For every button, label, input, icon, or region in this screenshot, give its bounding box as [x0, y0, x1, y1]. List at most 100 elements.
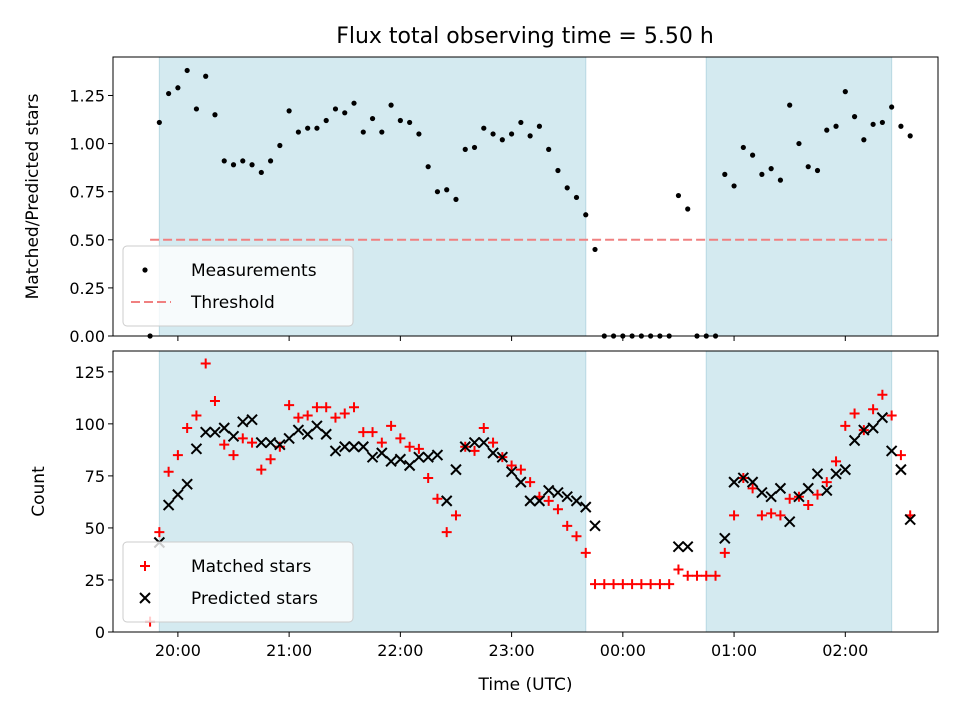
matched-point [172, 450, 183, 461]
matched-point [358, 427, 369, 438]
ratio-x-axis [177, 336, 846, 341]
matched-point [450, 510, 461, 521]
count-y-tick-label: 25 [85, 571, 105, 590]
ratio-point [777, 177, 784, 183]
count-legend-box [122, 541, 354, 623]
matched-point [895, 450, 906, 461]
x-tick-label: 20:00 [155, 641, 201, 660]
matched-point [886, 410, 897, 421]
predicted-point [672, 540, 685, 553]
ratio-point [369, 115, 376, 122]
ratio-point [768, 166, 774, 172]
matched-point [515, 464, 526, 475]
ratio-point [527, 133, 533, 139]
matched-point [636, 579, 647, 590]
predicted-point [172, 488, 184, 501]
ratio-point [861, 137, 867, 143]
predicted-point [496, 451, 509, 463]
matched-point [469, 445, 480, 456]
matched-point [710, 570, 721, 581]
ratio-point [583, 212, 589, 218]
predicted-point [561, 490, 573, 503]
matched-point [423, 472, 434, 483]
ratio-shaded-window-2 [705, 56, 893, 337]
predicted-point [858, 424, 870, 436]
matched-point [339, 408, 350, 419]
predicted-point [793, 490, 805, 503]
matched-point [877, 389, 888, 400]
predicted-point [199, 426, 212, 438]
predicted-point [311, 420, 323, 432]
ratio-point [759, 171, 765, 177]
predicted-point [292, 424, 305, 436]
ratio-legend-box [122, 245, 354, 327]
ratio-data-points [147, 67, 913, 339]
matched-point [664, 579, 675, 590]
matched-point [756, 510, 767, 521]
matched-point [571, 531, 582, 542]
predicted-point [552, 486, 564, 499]
matched-point [691, 570, 702, 581]
predicted-point [524, 495, 536, 507]
ratio-point [249, 162, 255, 168]
predicted-point [413, 451, 425, 463]
matched-point [163, 466, 174, 477]
matched-point [349, 402, 360, 413]
matched-point [256, 464, 267, 475]
matched-point [413, 443, 424, 454]
predicted-point [802, 482, 814, 495]
matched-point [395, 433, 406, 444]
predicted-point [848, 434, 861, 447]
matched-point [321, 402, 332, 413]
matched-point [580, 547, 591, 558]
matched-point [617, 579, 628, 590]
ratio-point [805, 164, 811, 170]
matched-point [525, 477, 536, 488]
matched-point [404, 441, 415, 452]
matched-point [701, 570, 712, 581]
matched-point [265, 454, 276, 465]
matched-point [784, 493, 795, 504]
count-y-tick-label: 75 [85, 467, 105, 486]
ratio-legend-label: Measurements [191, 261, 317, 281]
ratio-point [814, 167, 821, 174]
predicted-point [246, 413, 258, 426]
ratio-point [407, 119, 413, 126]
matched-point [191, 410, 202, 421]
predicted-point [431, 449, 444, 461]
matched-point [200, 358, 211, 369]
predicted-point [264, 436, 277, 449]
count-x-axis: 20:00 21:00 22:00 23:00 00:00 01:00 02:00 [155, 632, 868, 660]
ratio-point [889, 104, 895, 110]
matched-point [552, 504, 563, 515]
ratio-legend: Measurements Threshold [122, 245, 354, 327]
x-tick-label: 23:00 [489, 641, 535, 660]
ratio-point [750, 152, 756, 158]
ratio-point [277, 142, 283, 149]
ratio-panel: 0.00 0.25 0.50 0.75 1.00 1.25 Matched/Predict… [23, 56, 939, 346]
ratio-point [731, 183, 737, 189]
matched-point [673, 564, 684, 575]
matched-point [367, 427, 378, 438]
matched-point [311, 402, 322, 413]
predicted-point [885, 445, 898, 457]
count-axes-frame [112, 350, 939, 633]
ratio-point [508, 131, 515, 137]
ratio-point [166, 90, 172, 97]
ratio-point [555, 167, 561, 174]
predicted-point [487, 447, 499, 459]
ratio-point [425, 164, 431, 170]
ratio-y-tick-label: 1.00 [69, 135, 105, 154]
predicted-point [329, 445, 342, 457]
matched-point [182, 423, 193, 434]
matched-point [543, 495, 554, 506]
ratio-y-axis: 0.00 0.25 0.50 0.75 1.00 1.25 [69, 86, 113, 346]
ratio-point [203, 73, 209, 79]
matched-point [775, 510, 786, 521]
predicted-point [682, 540, 694, 553]
ratio-point [416, 131, 422, 137]
predicted-point [821, 484, 833, 497]
legend-x-marker [139, 592, 151, 604]
matched-point [209, 395, 220, 406]
predicted-point [478, 436, 490, 449]
